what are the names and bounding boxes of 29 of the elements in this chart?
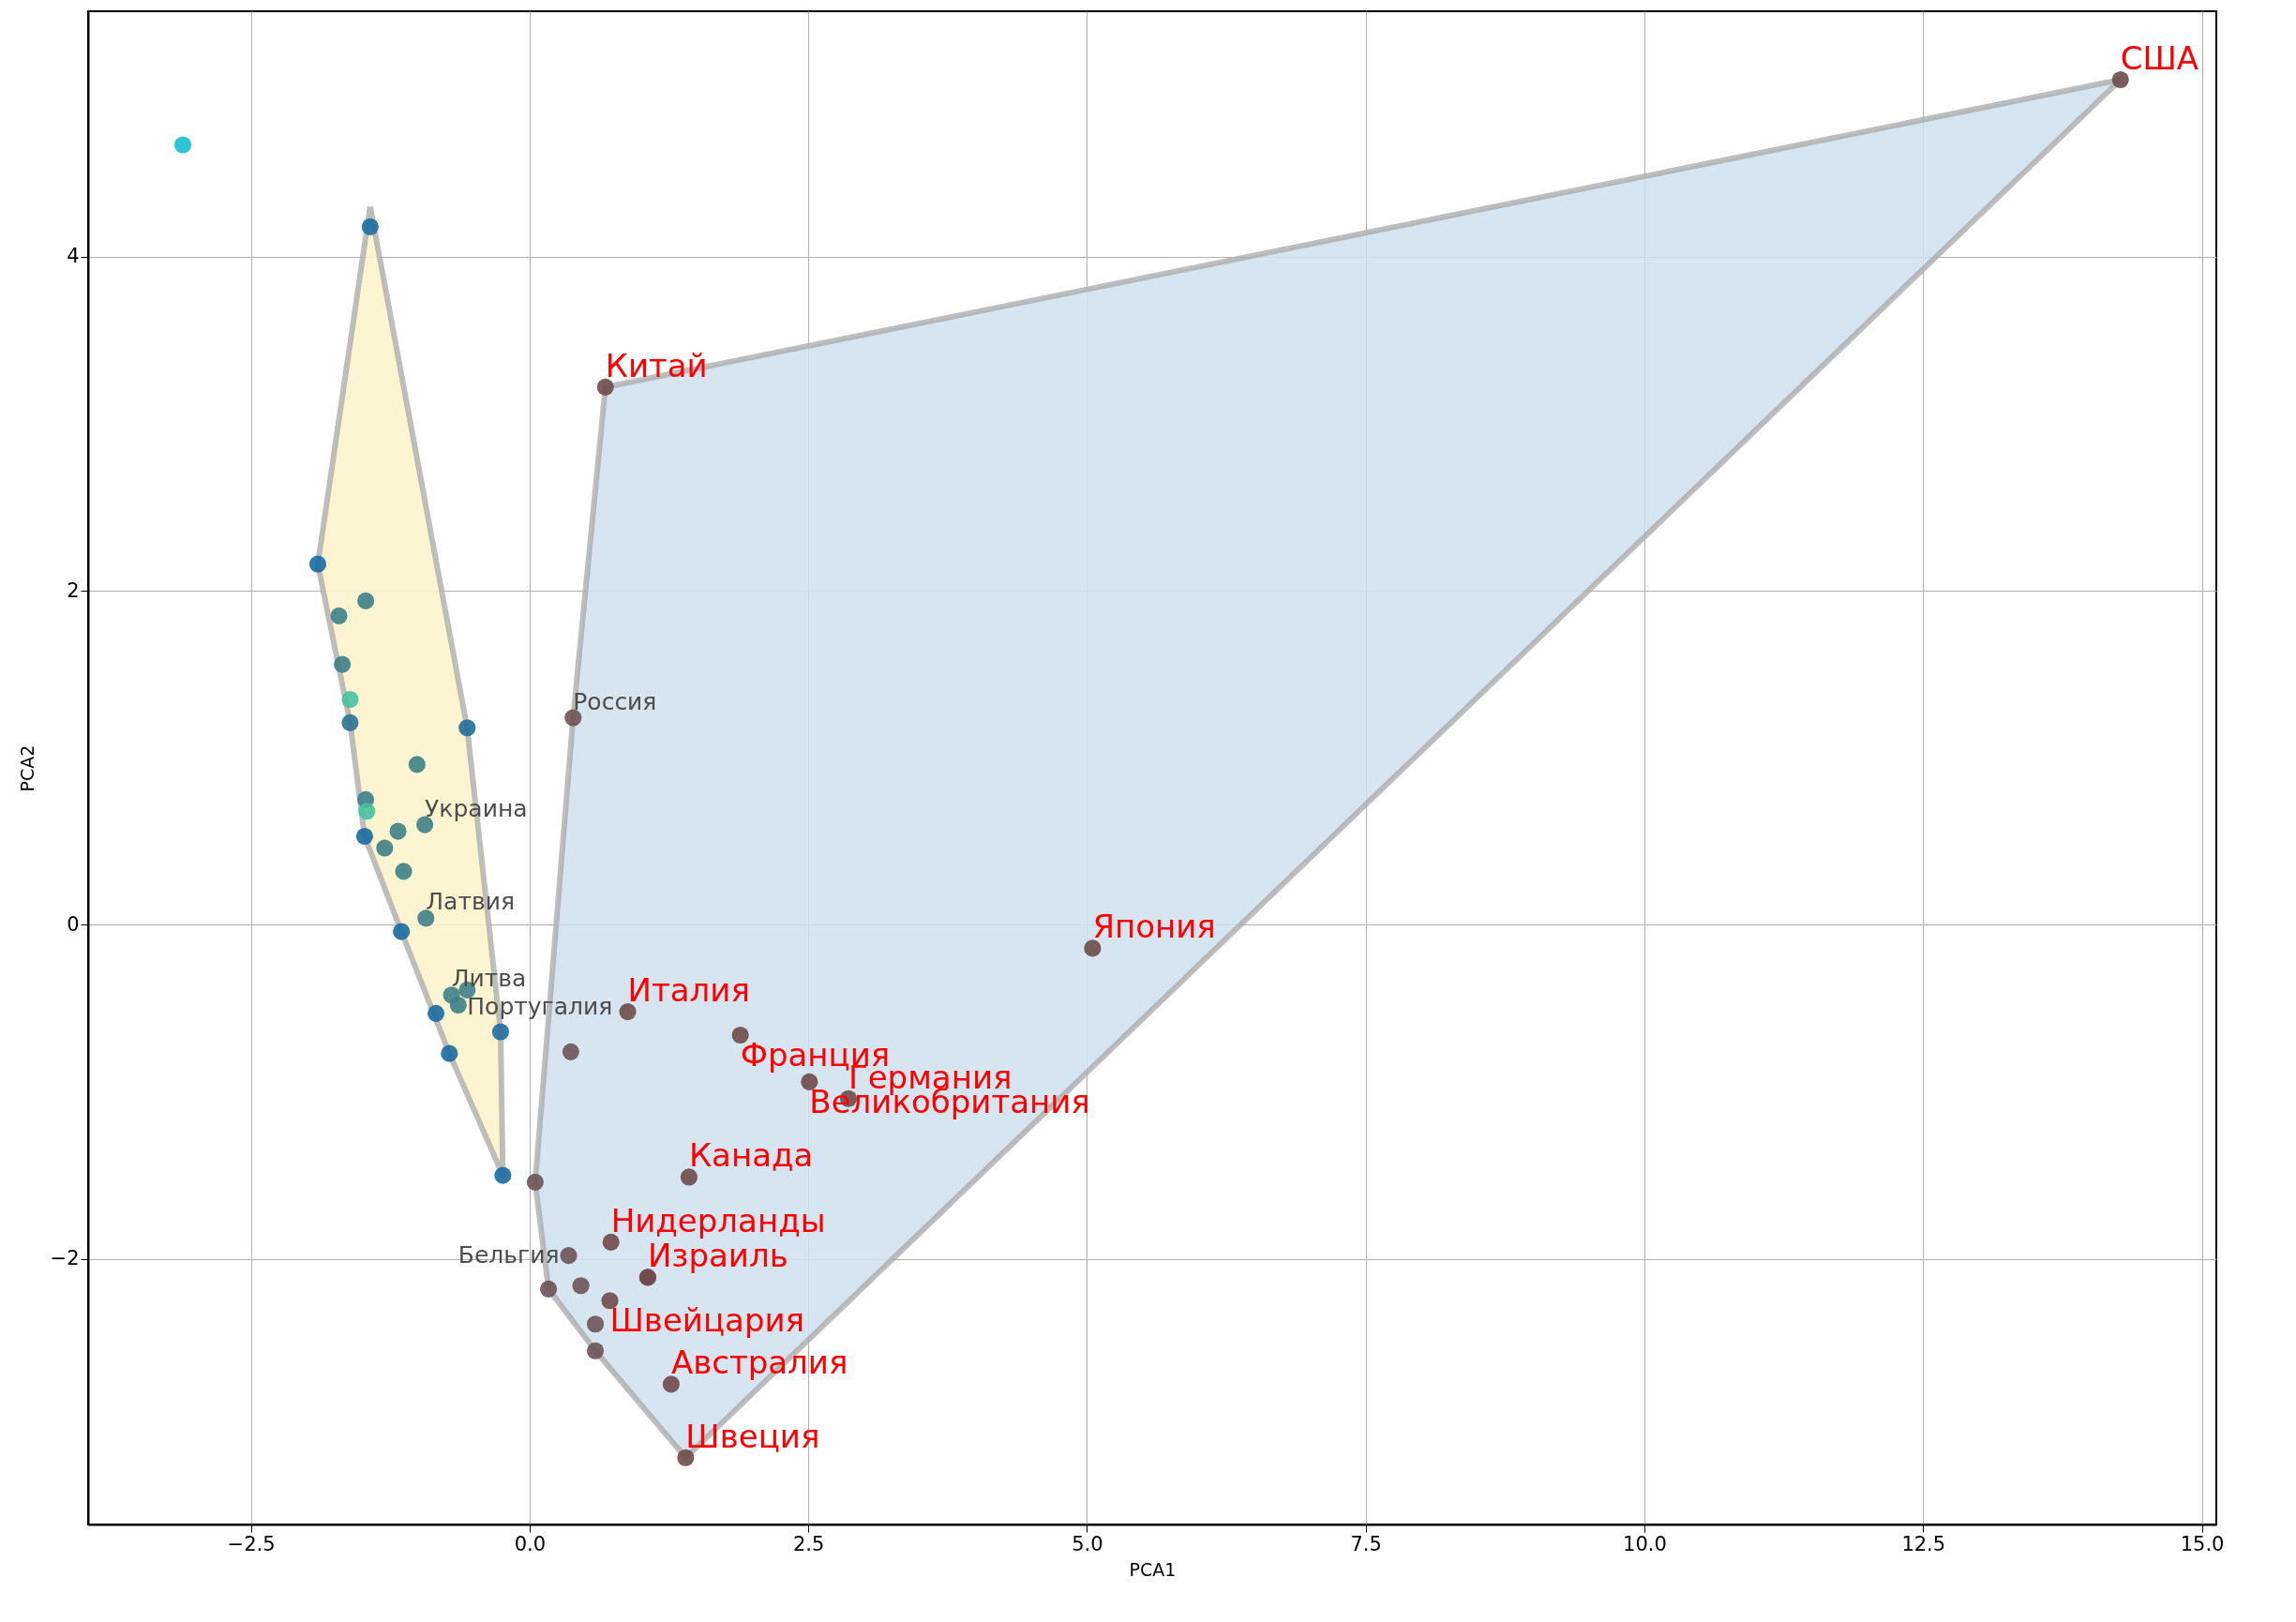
data-label: Украина [425, 794, 528, 822]
x-tick-label: 12.5 [1901, 1532, 1946, 1555]
x-tick-label: 5.0 [1072, 1532, 1103, 1555]
x-tick-label: 0.0 [514, 1532, 547, 1555]
data-label: Швеция [685, 1417, 820, 1455]
x-axis-title: PCA1 [1129, 1558, 1177, 1580]
data-label: Канада [688, 1136, 814, 1175]
x-tick-label: 2.5 [792, 1532, 825, 1555]
y-axis-title: PCA2 [16, 744, 38, 792]
data-label: Бельгия [458, 1241, 560, 1269]
data-label: Россия [573, 687, 657, 715]
y-tick-label: 4 [67, 245, 80, 268]
x-tick-label: 7.5 [1350, 1532, 1382, 1555]
data-label: США [2120, 39, 2199, 78]
y-tick-label: 0 [67, 912, 80, 936]
data-label: Нидерланды [610, 1201, 826, 1239]
data-label: Португалия [467, 992, 613, 1020]
x-tick-label: 10.0 [1623, 1532, 1667, 1555]
x-tick-label: 15.0 [2180, 1532, 2225, 1555]
data-label: Литва [451, 965, 527, 993]
x-tick-label: −2.5 [227, 1532, 276, 1555]
y-tick-label: −2 [50, 1247, 80, 1270]
data-label: Латвия [426, 888, 515, 916]
y-tick-label: 2 [67, 578, 80, 602]
data-label: Швейцария [609, 1301, 805, 1340]
data-label: Япония [1092, 908, 1216, 946]
data-label: Италия [627, 971, 750, 1010]
data-label: Китай [605, 346, 708, 384]
data-label: Австралия [670, 1344, 848, 1382]
